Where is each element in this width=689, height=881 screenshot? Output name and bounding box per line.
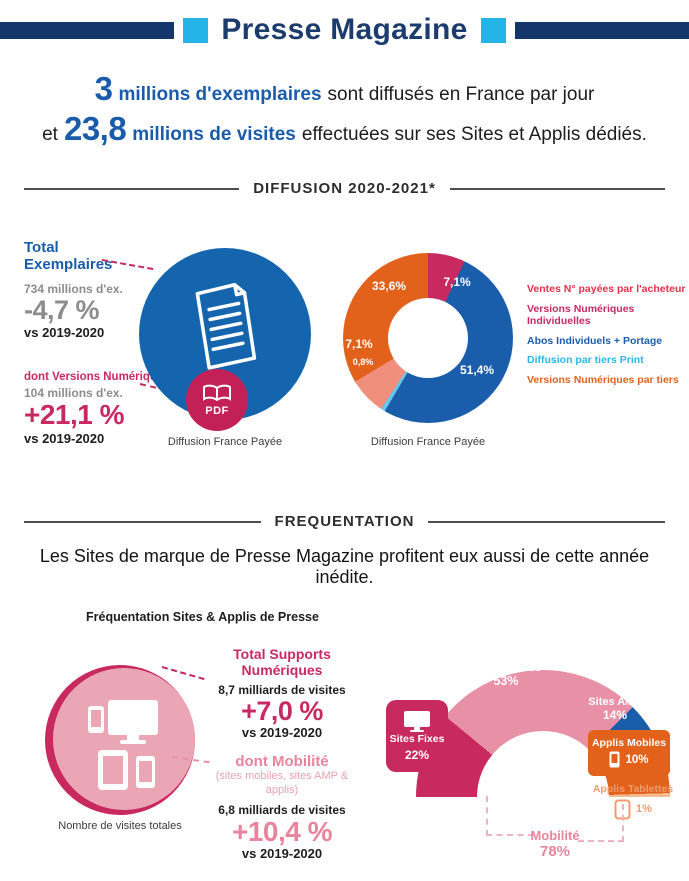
legend-item-ventes: Ventes N° payées par l'acheteur — [527, 283, 686, 295]
magazine-document-icon — [195, 283, 257, 370]
total-supports-vs: vs 2019-2020 — [241, 725, 323, 741]
legend-item-versions-tiers: Versions Numériques par tiers — [527, 373, 679, 386]
sites-fixes-pct: 22% — [404, 747, 430, 762]
diffusion-section: Total Exemplaires 734 millions d'ex. -4,… — [0, 197, 689, 497]
total-exemplaires-vs: vs 2019-2020 — [24, 325, 105, 341]
monitor-icon — [404, 711, 430, 733]
intro-line-2: et 23,8 millions de visites effectuées s… — [0, 112, 689, 152]
header-bar-left — [0, 21, 175, 39]
total-supports-label: Total Supports Numériques — [233, 646, 331, 678]
applis-mobiles-pct: 10% — [625, 753, 649, 766]
diffusion-section-title: DIFFUSION 2020-2021* — [253, 180, 436, 197]
frequentation-chart-title: Fréquentation Sites & Applis de Presse — [86, 610, 319, 624]
mobilite-bracket-right — [578, 804, 624, 842]
frequentation-section-title: FREQUENTATION — [274, 513, 415, 530]
donut-label-abos: 51,4% — [459, 363, 495, 377]
applis-tablettes-label: Applis Tablettes — [592, 783, 674, 795]
phone-icon — [516, 641, 527, 659]
header: Presse Magazine — [0, 0, 689, 50]
pdf-label: PDF — [205, 405, 229, 417]
mobilite-delta: +10,4 % — [231, 815, 333, 847]
pdf-badge: PDF — [186, 369, 248, 431]
frequentation-section-divider: FREQUENTATION — [24, 513, 665, 530]
versions-numeriques-label: dont Versions Numériques — [24, 371, 170, 383]
mobilite-label: dont Mobilité — [235, 753, 329, 771]
versions-numeriques-vs: vs 2019-2020 — [24, 430, 105, 446]
divider-line — [24, 520, 261, 523]
open-book-icon — [203, 384, 231, 402]
mobilite-annotation-pct: 78% — [539, 843, 571, 860]
phone-icon — [609, 751, 620, 768]
header-square-right-icon — [480, 17, 506, 43]
intro-line-1: 3 millions d'exemplaires sont diffusés e… — [0, 72, 689, 112]
applis-mobiles-label: Applis Mobiles — [591, 736, 667, 749]
versions-numeriques-block: dont Versions Numériques 104 millions d'… — [24, 371, 172, 446]
devices-icon — [88, 700, 158, 790]
copies-text: sont diffusés en France par jour — [327, 84, 595, 105]
header-square-left-icon — [183, 17, 209, 43]
sites-mobiles-group: Sites Mobiles 53% — [452, 640, 560, 688]
applis-mobiles-row: 10% — [609, 751, 649, 768]
legend-item-tiers-print: Diffusion par tiers Print — [527, 354, 644, 367]
visits-text: effectuées sur ses Sites et Applis dédié… — [301, 124, 647, 145]
total-exemplaires-label: Total Exemplaires — [24, 239, 113, 274]
mobilite-annotation: Mobilité 78% — [500, 828, 610, 860]
intro-block: 3 millions d'exemplaires sont diffusés e… — [0, 72, 689, 152]
copies-highlight: millions d'exemplaires — [118, 84, 322, 105]
visits-pre-text: et — [42, 124, 58, 145]
donut-hole — [388, 298, 468, 378]
donut-label-ventes: 33,6% — [371, 279, 407, 293]
visits-big-number: 23,8 — [63, 110, 127, 147]
visits-highlight: millions de visites — [132, 124, 296, 145]
sites-mobiles-pct: 53% — [493, 674, 519, 689]
donut-label-versions-individuelles: 7,1% — [443, 275, 471, 289]
donut-legend: Ventes N° payées par l'acheteur Versions… — [527, 283, 689, 394]
divider-line — [449, 187, 666, 190]
frequentation-stats: Total Supports Numériques 8,7 milliards … — [196, 646, 368, 861]
copies-big-number: 3 — [94, 70, 113, 107]
sites-mobiles-label: Sites Mobiles — [470, 662, 542, 674]
sites-amp-label: Sites AMP — [588, 696, 642, 708]
frequentation-intro-text: Les Sites de marque de Presse Magazine p… — [39, 546, 650, 587]
mobilite-bracket-left — [486, 796, 534, 836]
donut-caption: Diffusion France Payée — [370, 436, 486, 448]
total-supports-volume: 8,7 milliards de visites — [218, 683, 346, 697]
applis-mobiles-chip: Applis Mobiles 10% — [588, 730, 670, 776]
mobilite-volume: 6,8 milliards de visites — [218, 802, 346, 817]
mobilite-vs: vs 2019-2020 — [241, 846, 323, 862]
sites-amp-group: Sites AMP 14% — [582, 696, 648, 722]
donut-label-tiers-print: 0,8% — [352, 357, 374, 367]
sites-fixes-chip: Sites Fixes 22% — [386, 700, 448, 772]
tablet-phone-icons — [452, 640, 560, 660]
total-exemplaires-volume: 734 millions d'ex. — [24, 281, 123, 296]
total-exemplaires-delta: -4,7 % — [24, 294, 100, 325]
applis-tablettes-pct: 1% — [636, 803, 652, 816]
divider-line — [24, 187, 240, 190]
versions-numeriques-delta: +21,1 % — [24, 399, 125, 430]
total-exemplaires-block: Total Exemplaires 734 millions d'ex. -4,… — [24, 239, 136, 340]
page-title: Presse Magazine — [221, 13, 468, 46]
frequentation-section: Fréquentation Sites & Applis de Presse N… — [0, 592, 689, 881]
diffusion-donut: 7,1% 51,4% 0,8% 7,1% 33,6% — [343, 253, 513, 423]
versions-numeriques-volume: 104 millions d'ex. — [24, 386, 123, 400]
legend-item-versions-individuelles: Versions Numériques Individuelles — [527, 302, 635, 328]
total-supports-delta: +7,0 % — [241, 696, 323, 726]
total-visits-caption: Nombre de visites totales — [58, 820, 182, 832]
sites-amp-pct: 14% — [602, 708, 628, 723]
donut-label-versions-tiers: 7,1% — [345, 337, 373, 351]
total-visits-circle-inner — [53, 668, 195, 810]
tablet-icon — [484, 640, 510, 660]
total-visits-circle — [45, 665, 195, 815]
mobilite-note: (sites mobiles, sites AMP & applis) — [215, 770, 349, 797]
legend-item-abos: Abos Individuels + Portage — [527, 334, 663, 347]
divider-line — [428, 520, 665, 523]
circle-caption: Diffusion France Payée — [167, 436, 283, 448]
sites-fixes-label: Sites Fixes — [389, 733, 445, 746]
diffusion-section-divider: DIFFUSION 2020-2021* — [24, 180, 666, 197]
header-bar-right — [514, 21, 689, 39]
mobilite-annotation-label: Mobilité — [530, 828, 580, 843]
